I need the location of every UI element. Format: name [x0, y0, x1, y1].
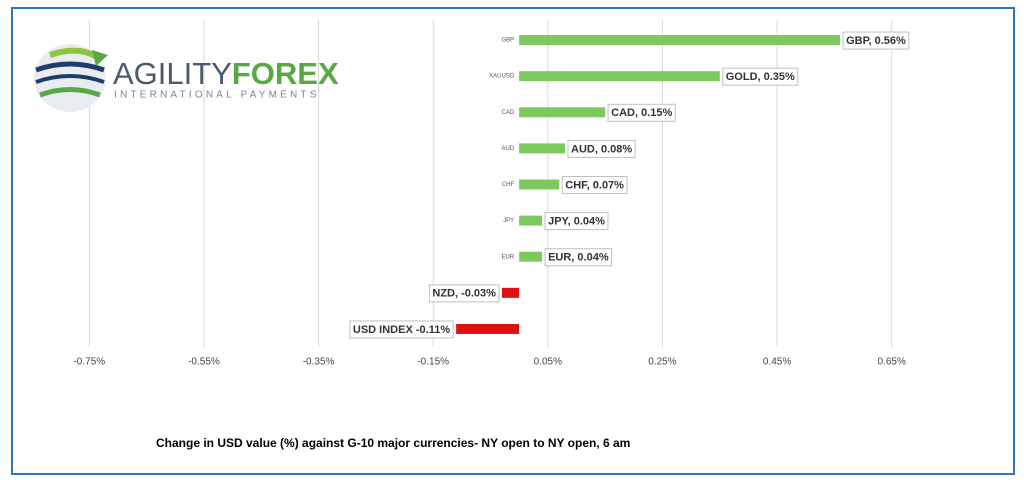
x-tick-label: -0.55% — [188, 357, 220, 368]
y-tick-label: CHF — [502, 182, 515, 188]
value-label-box — [428, 284, 500, 303]
value-label-box — [607, 103, 676, 122]
chart-title: Change in USD value (%) against G-10 maj… — [156, 436, 630, 450]
y-tick-label: XAUUSD — [489, 74, 515, 80]
value-label: GBP, 0.56% — [846, 35, 906, 47]
y-tick-label: GBP — [501, 38, 514, 44]
value-label: AUD, 0.08% — [571, 143, 632, 155]
value-label-box — [544, 248, 613, 267]
logo-arrow — [92, 50, 108, 66]
bar — [456, 323, 520, 334]
x-tick-label: 0.05% — [534, 357, 562, 368]
value-label-box — [722, 67, 799, 86]
x-tick-label: -0.75% — [73, 357, 105, 368]
value-label: NZD, -0.03% — [432, 288, 496, 300]
x-tick-label: -0.35% — [303, 357, 335, 368]
logo-arc — [35, 74, 105, 84]
value-label: CHF, 0.07% — [565, 179, 624, 191]
logo: AGILITYFOREX INTERNATIONAL PAYMENTS — [34, 44, 339, 112]
value-label-box — [842, 31, 910, 50]
value-label: JPY, 0.04% — [548, 216, 605, 228]
bar — [519, 215, 543, 226]
value-label-box — [544, 212, 609, 231]
logo-arc — [39, 87, 101, 98]
value-label: EUR, 0.04% — [548, 252, 609, 264]
bar — [519, 107, 606, 118]
x-tick-label: 0.45% — [763, 357, 791, 368]
value-label-box — [349, 320, 454, 339]
x-tick-label: 0.25% — [648, 357, 676, 368]
logo-brand: AGILITYFOREX — [113, 56, 339, 91]
logo-tagline: INTERNATIONAL PAYMENTS — [114, 90, 320, 101]
value-label-box — [567, 139, 636, 158]
y-tick-label: AUD — [501, 146, 514, 152]
y-tick-label: JPY — [503, 218, 514, 224]
bar — [519, 71, 720, 82]
bar — [519, 143, 566, 154]
bar — [519, 179, 560, 190]
logo-arc — [35, 61, 105, 73]
x-tick-label: -0.15% — [417, 357, 449, 368]
value-label-box — [561, 176, 628, 194]
y-tick-label: CAD — [501, 110, 514, 116]
bar — [501, 287, 520, 298]
y-tick-label: EUR — [501, 254, 514, 260]
value-label: CAD, 0.15% — [611, 107, 672, 119]
bar — [519, 251, 543, 262]
value-label: USD INDEX -0.11% — [353, 324, 450, 336]
x-tick-label: 0.65% — [878, 357, 906, 368]
bar — [519, 35, 841, 46]
value-label: GOLD, 0.35% — [726, 71, 795, 83]
frame — [11, 7, 1015, 475]
